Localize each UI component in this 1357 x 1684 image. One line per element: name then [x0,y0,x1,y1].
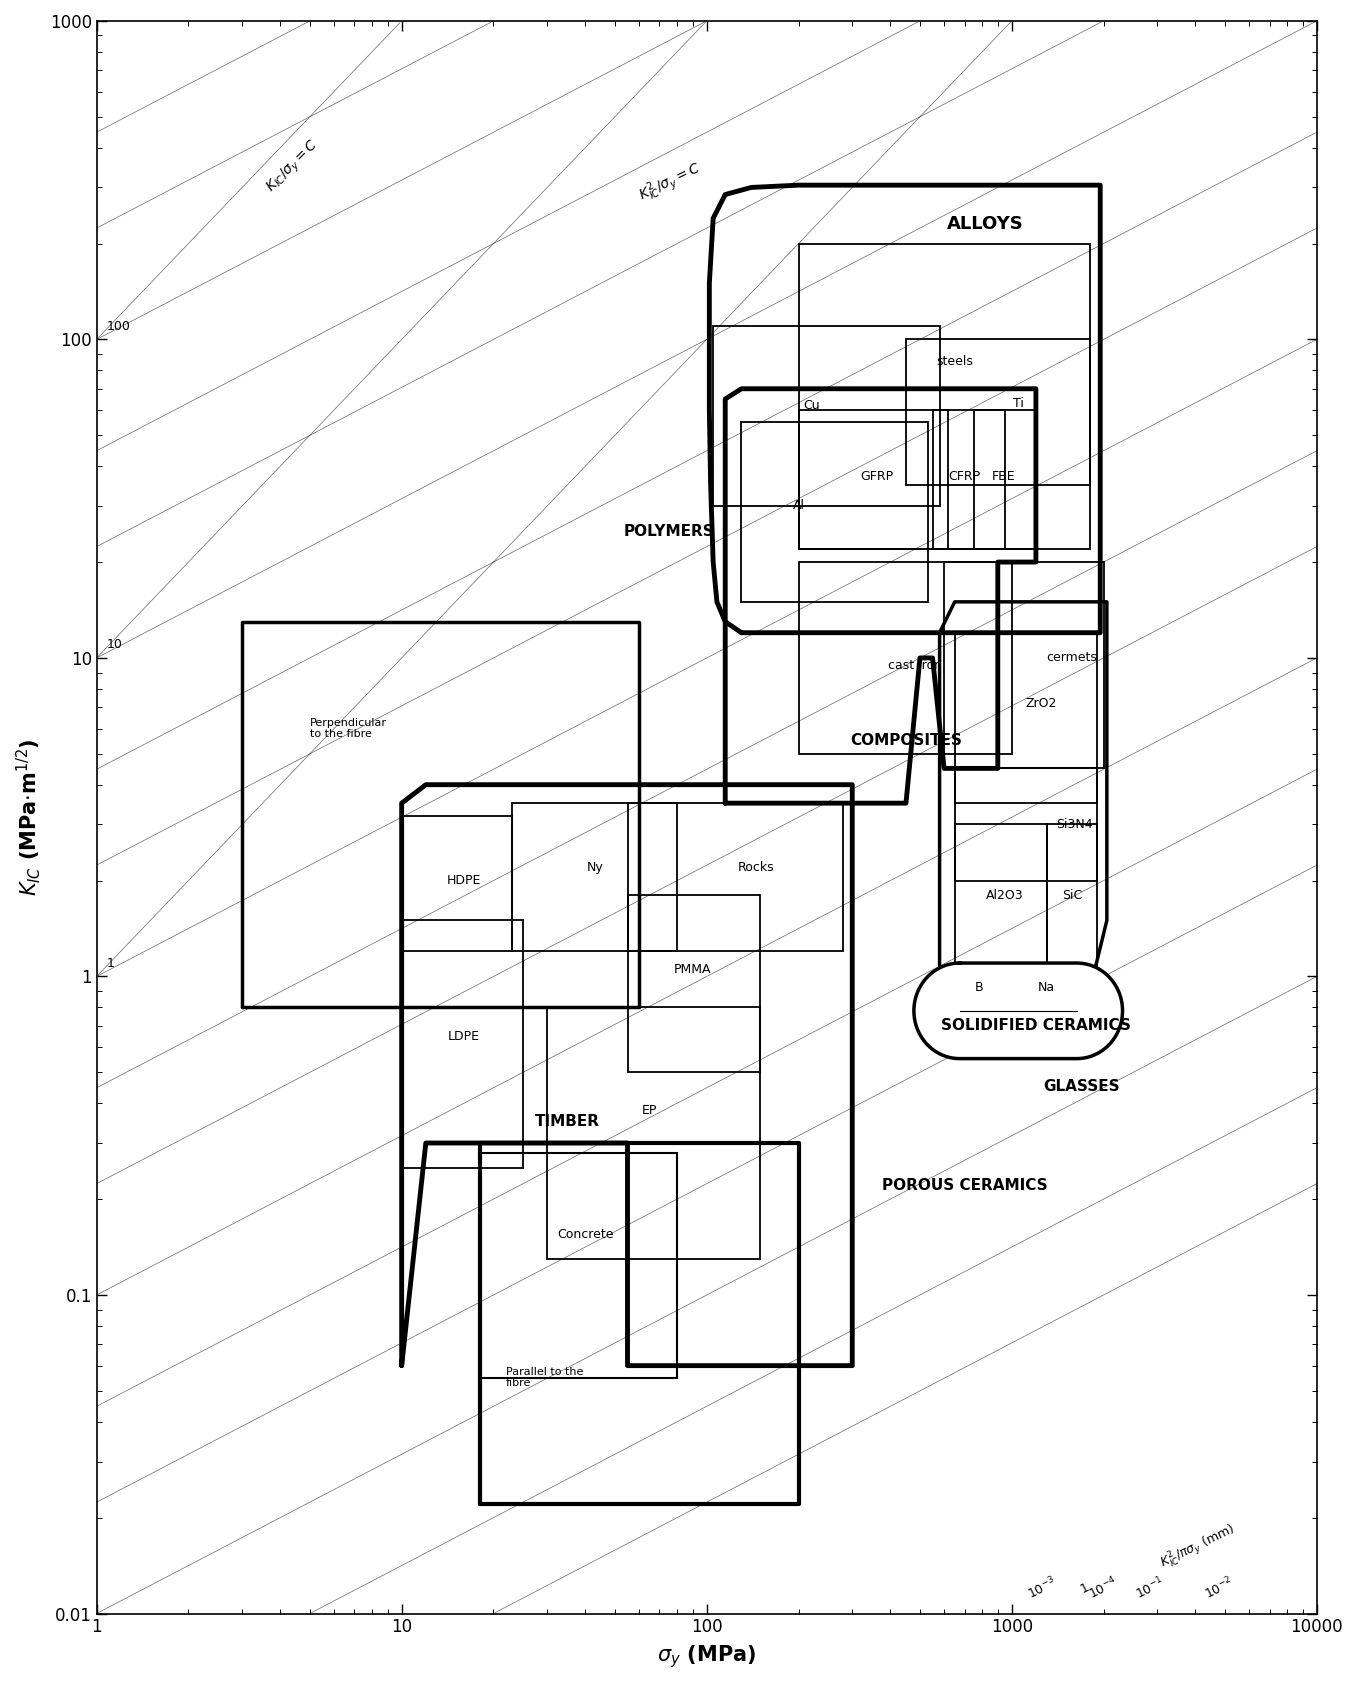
Text: $10^{-2}$: $10^{-2}$ [1202,1575,1236,1601]
Bar [512,803,677,951]
Text: POLYMERS: POLYMERS [623,524,714,539]
Bar [906,340,1090,485]
Text: Ny: Ny [586,861,604,874]
Text: 1: 1 [1077,1581,1091,1596]
Text: Al: Al [792,500,805,512]
Text: Rocks: Rocks [738,861,775,874]
Text: SOLIDIFIED CERAMICS: SOLIDIFIED CERAMICS [940,1019,1130,1034]
Text: Perpendicular
to the fibre: Perpendicular to the fibre [309,717,387,739]
Text: SiC: SiC [1063,889,1083,901]
Text: Na: Na [1038,982,1056,995]
Bar [547,1007,760,1258]
Bar [402,815,512,951]
Text: $K_{IC}/\sigma_y=C$: $K_{IC}/\sigma_y=C$ [263,136,323,197]
Bar [955,825,1046,977]
Text: $10^{-1}$: $10^{-1}$ [1133,1575,1167,1603]
Bar [798,244,1090,549]
Text: TIMBER: TIMBER [535,1115,600,1130]
Bar [955,768,1096,881]
Polygon shape [913,963,1122,1059]
Text: Cu: Cu [803,399,820,413]
Bar [402,921,522,1169]
Text: ALLOYS: ALLOYS [947,216,1023,232]
Bar [627,896,760,1073]
Bar [714,327,939,505]
Text: COMPOSITES: COMPOSITES [849,733,962,748]
Text: Ti: Ti [1012,397,1023,409]
Text: Si3N4: Si3N4 [1056,818,1092,830]
Text: ZrO2: ZrO2 [1026,697,1057,711]
Text: EP: EP [642,1103,657,1116]
Text: 10: 10 [107,638,122,652]
Bar [932,411,1006,549]
Text: steels: steels [936,355,973,369]
Text: HDPE: HDPE [446,874,482,887]
Bar [627,803,843,951]
Bar [798,411,949,549]
Text: POROUS CERAMICS: POROUS CERAMICS [882,1179,1048,1194]
Text: Al2O3: Al2O3 [987,889,1023,901]
Bar [741,423,928,601]
Bar [944,562,1103,768]
Bar [955,633,1096,803]
Bar [798,562,1012,754]
Text: cast iron: cast iron [887,658,942,672]
Text: $10^{-4}$: $10^{-4}$ [1086,1575,1121,1603]
Text: cermets: cermets [1046,652,1096,665]
Bar [973,411,1035,549]
Text: $K_{IC}^2/\pi\sigma_y$ (mm): $K_{IC}^2/\pi\sigma_y$ (mm) [1158,1519,1239,1575]
Text: Parallel to the
fibre: Parallel to the fibre [506,1367,584,1389]
Text: CFRP: CFRP [949,470,981,483]
Text: FBE: FBE [992,470,1015,483]
Text: B: B [974,982,984,995]
Text: Concrete: Concrete [558,1228,613,1241]
Text: GLASSES: GLASSES [1044,1079,1121,1095]
Y-axis label: $K_{IC}$ (MPa$\cdot$m$^{1/2}$): $K_{IC}$ (MPa$\cdot$m$^{1/2}$) [14,738,42,896]
Bar [1046,825,1096,977]
Bar [479,1152,677,1378]
Text: $K_{IC}^2/\sigma_y=C$: $K_{IC}^2/\sigma_y=C$ [635,157,706,207]
Text: LDPE: LDPE [448,1029,480,1042]
X-axis label: $\sigma_y$ (MPa): $\sigma_y$ (MPa) [657,1644,756,1671]
Text: PMMA: PMMA [674,963,711,977]
Text: GFRP: GFRP [860,470,893,483]
Text: $10^{-3}$: $10^{-3}$ [1025,1575,1058,1603]
Text: 100: 100 [107,320,130,333]
Text: 1: 1 [107,957,115,970]
